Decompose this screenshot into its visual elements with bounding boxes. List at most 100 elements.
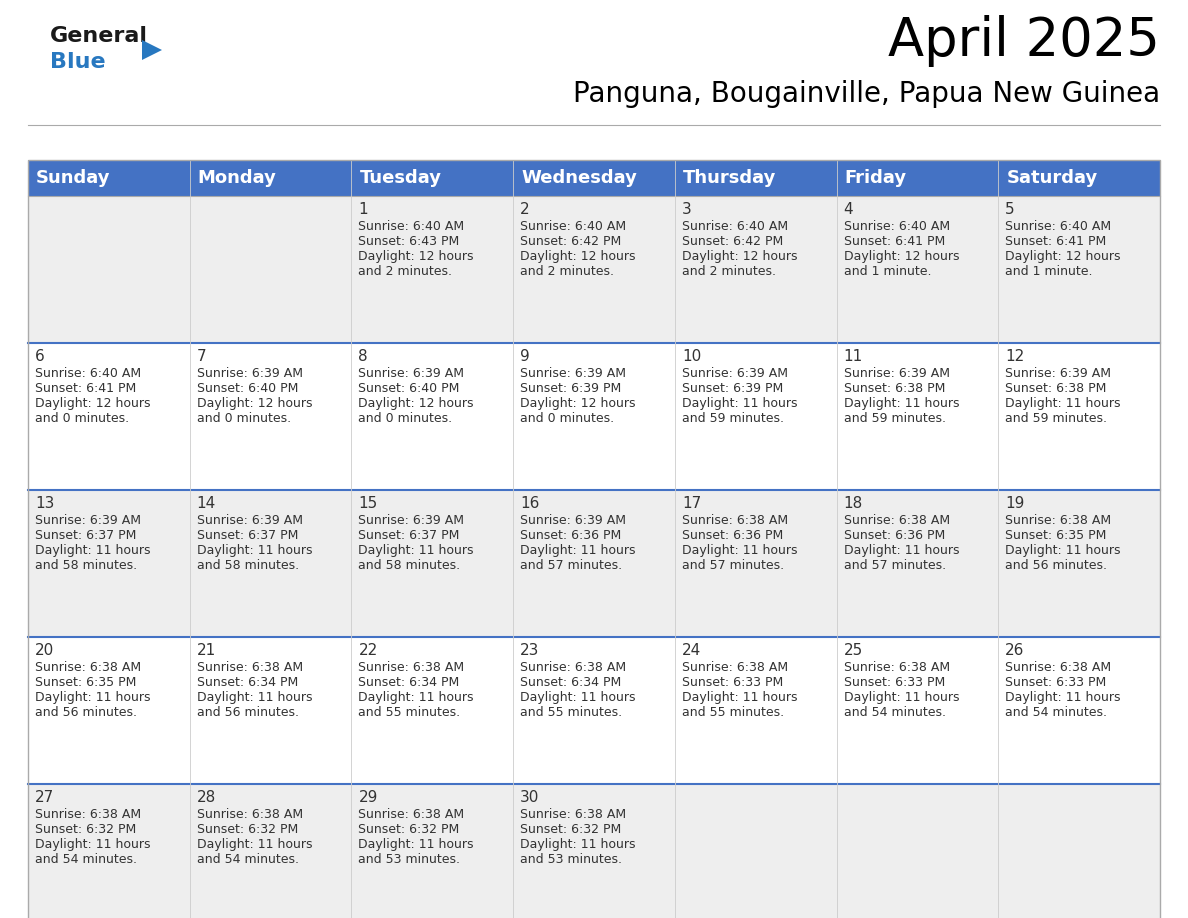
- Text: 17: 17: [682, 496, 701, 511]
- Text: 7: 7: [197, 349, 207, 364]
- Text: and 1 minute.: and 1 minute.: [843, 265, 931, 278]
- Text: Sunset: 6:38 PM: Sunset: 6:38 PM: [843, 382, 944, 395]
- Text: Sunset: 6:32 PM: Sunset: 6:32 PM: [197, 823, 298, 836]
- Text: Sunset: 6:41 PM: Sunset: 6:41 PM: [34, 382, 137, 395]
- Text: and 56 minutes.: and 56 minutes.: [1005, 559, 1107, 572]
- Text: Daylight: 12 hours: Daylight: 12 hours: [359, 397, 474, 410]
- Text: Sunrise: 6:38 AM: Sunrise: 6:38 AM: [1005, 514, 1112, 527]
- Text: and 56 minutes.: and 56 minutes.: [197, 706, 298, 719]
- Text: Sunrise: 6:39 AM: Sunrise: 6:39 AM: [197, 514, 303, 527]
- Text: Sunset: 6:36 PM: Sunset: 6:36 PM: [843, 529, 944, 542]
- Text: Sunset: 6:39 PM: Sunset: 6:39 PM: [520, 382, 621, 395]
- Text: and 54 minutes.: and 54 minutes.: [197, 853, 298, 866]
- Text: and 2 minutes.: and 2 minutes.: [359, 265, 453, 278]
- Text: and 58 minutes.: and 58 minutes.: [359, 559, 461, 572]
- Text: Daylight: 11 hours: Daylight: 11 hours: [359, 544, 474, 557]
- Text: 20: 20: [34, 643, 55, 658]
- Text: 28: 28: [197, 790, 216, 805]
- Text: Sunrise: 6:40 AM: Sunrise: 6:40 AM: [682, 220, 788, 233]
- Text: Friday: Friday: [845, 169, 906, 187]
- Bar: [29, 160, 190, 196]
- Text: Sunrise: 6:39 AM: Sunrise: 6:39 AM: [682, 367, 788, 380]
- Text: Sunset: 6:43 PM: Sunset: 6:43 PM: [359, 235, 460, 248]
- Text: Saturday: Saturday: [1006, 169, 1098, 187]
- Text: and 0 minutes.: and 0 minutes.: [520, 412, 614, 425]
- Text: Daylight: 12 hours: Daylight: 12 hours: [843, 250, 959, 263]
- Text: Sunset: 6:37 PM: Sunset: 6:37 PM: [34, 529, 137, 542]
- Text: Sunset: 6:38 PM: Sunset: 6:38 PM: [1005, 382, 1107, 395]
- Text: Daylight: 12 hours: Daylight: 12 hours: [1005, 250, 1120, 263]
- Text: Sunset: 6:34 PM: Sunset: 6:34 PM: [197, 676, 298, 689]
- Text: Sunrise: 6:38 AM: Sunrise: 6:38 AM: [1005, 661, 1112, 674]
- Text: Sunset: 6:33 PM: Sunset: 6:33 PM: [843, 676, 944, 689]
- Text: and 2 minutes.: and 2 minutes.: [520, 265, 614, 278]
- Text: and 0 minutes.: and 0 minutes.: [197, 412, 291, 425]
- Text: and 57 minutes.: and 57 minutes.: [843, 559, 946, 572]
- Text: 15: 15: [359, 496, 378, 511]
- Text: Sunrise: 6:38 AM: Sunrise: 6:38 AM: [197, 808, 303, 821]
- Text: Daylight: 11 hours: Daylight: 11 hours: [1005, 544, 1120, 557]
- Text: April 2025: April 2025: [889, 15, 1159, 67]
- Text: Sunrise: 6:40 AM: Sunrise: 6:40 AM: [843, 220, 949, 233]
- Text: and 56 minutes.: and 56 minutes.: [34, 706, 137, 719]
- Text: Daylight: 12 hours: Daylight: 12 hours: [197, 397, 312, 410]
- Bar: [29, 784, 1159, 918]
- Text: and 59 minutes.: and 59 minutes.: [682, 412, 784, 425]
- Text: and 1 minute.: and 1 minute.: [1005, 265, 1093, 278]
- Text: 6: 6: [34, 349, 45, 364]
- Text: and 53 minutes.: and 53 minutes.: [359, 853, 461, 866]
- Text: Daylight: 12 hours: Daylight: 12 hours: [34, 397, 151, 410]
- Text: and 57 minutes.: and 57 minutes.: [682, 559, 784, 572]
- Text: 30: 30: [520, 790, 539, 805]
- Text: General: General: [50, 26, 148, 46]
- Text: Sunrise: 6:38 AM: Sunrise: 6:38 AM: [843, 661, 949, 674]
- Text: Sunset: 6:35 PM: Sunset: 6:35 PM: [34, 676, 137, 689]
- Text: and 59 minutes.: and 59 minutes.: [1005, 412, 1107, 425]
- Text: Sunset: 6:36 PM: Sunset: 6:36 PM: [520, 529, 621, 542]
- Text: 21: 21: [197, 643, 216, 658]
- Text: Sunrise: 6:38 AM: Sunrise: 6:38 AM: [520, 808, 626, 821]
- Text: 22: 22: [359, 643, 378, 658]
- Text: Blue: Blue: [50, 52, 106, 72]
- Text: Daylight: 11 hours: Daylight: 11 hours: [197, 838, 312, 851]
- Text: 29: 29: [359, 790, 378, 805]
- Text: Sunset: 6:37 PM: Sunset: 6:37 PM: [359, 529, 460, 542]
- Text: Daylight: 12 hours: Daylight: 12 hours: [682, 250, 797, 263]
- Bar: [836, 160, 998, 196]
- Text: Daylight: 11 hours: Daylight: 11 hours: [197, 544, 312, 557]
- Text: Sunset: 6:35 PM: Sunset: 6:35 PM: [1005, 529, 1107, 542]
- Text: Sunrise: 6:38 AM: Sunrise: 6:38 AM: [843, 514, 949, 527]
- Text: Sunset: 6:40 PM: Sunset: 6:40 PM: [359, 382, 460, 395]
- Text: Sunrise: 6:40 AM: Sunrise: 6:40 AM: [520, 220, 626, 233]
- Text: 4: 4: [843, 202, 853, 217]
- Bar: [29, 637, 1159, 784]
- Text: 27: 27: [34, 790, 55, 805]
- Text: Daylight: 11 hours: Daylight: 11 hours: [520, 691, 636, 704]
- Text: Sunrise: 6:39 AM: Sunrise: 6:39 AM: [359, 514, 465, 527]
- Text: Sunset: 6:41 PM: Sunset: 6:41 PM: [843, 235, 944, 248]
- Bar: [29, 196, 1159, 343]
- Text: Sunset: 6:40 PM: Sunset: 6:40 PM: [197, 382, 298, 395]
- Text: Sunset: 6:42 PM: Sunset: 6:42 PM: [520, 235, 621, 248]
- Text: 5: 5: [1005, 202, 1015, 217]
- Text: 11: 11: [843, 349, 862, 364]
- Text: 24: 24: [682, 643, 701, 658]
- Text: Daylight: 11 hours: Daylight: 11 hours: [34, 691, 151, 704]
- Text: Daylight: 12 hours: Daylight: 12 hours: [520, 250, 636, 263]
- Text: 16: 16: [520, 496, 539, 511]
- Text: and 55 minutes.: and 55 minutes.: [520, 706, 623, 719]
- Text: Daylight: 12 hours: Daylight: 12 hours: [359, 250, 474, 263]
- Text: 3: 3: [682, 202, 691, 217]
- Text: Sunset: 6:33 PM: Sunset: 6:33 PM: [682, 676, 783, 689]
- Text: Sunset: 6:33 PM: Sunset: 6:33 PM: [1005, 676, 1106, 689]
- Text: Sunset: 6:37 PM: Sunset: 6:37 PM: [197, 529, 298, 542]
- Text: and 0 minutes.: and 0 minutes.: [34, 412, 129, 425]
- Polygon shape: [143, 40, 162, 60]
- Text: Daylight: 11 hours: Daylight: 11 hours: [520, 838, 636, 851]
- Text: and 58 minutes.: and 58 minutes.: [197, 559, 299, 572]
- Text: Sunset: 6:34 PM: Sunset: 6:34 PM: [520, 676, 621, 689]
- Text: Sunset: 6:39 PM: Sunset: 6:39 PM: [682, 382, 783, 395]
- Bar: [513, 160, 675, 196]
- Text: Daylight: 11 hours: Daylight: 11 hours: [34, 544, 151, 557]
- Text: 19: 19: [1005, 496, 1025, 511]
